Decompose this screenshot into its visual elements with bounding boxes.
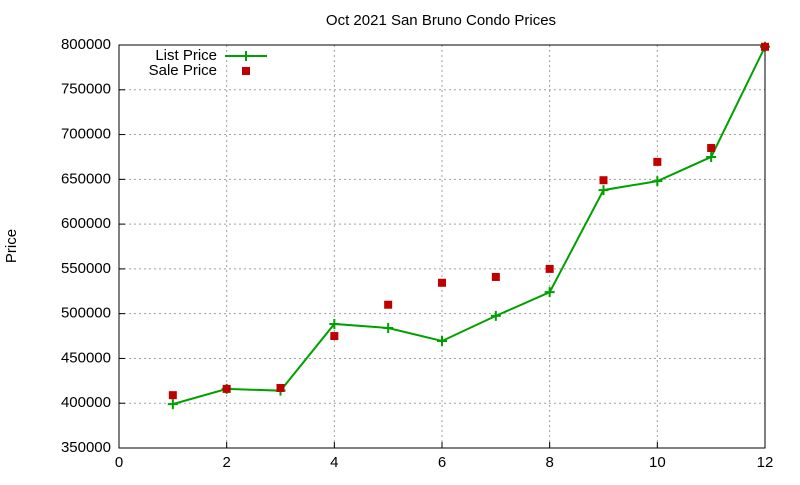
x-tick-label: 4 [330,454,338,471]
series-line [172,46,766,406]
point [222,384,231,393]
point [544,287,555,298]
point [545,264,554,273]
legend-swatch [241,51,251,61]
x-tick-label: 12 [757,454,774,471]
y-tick-label: 450000 [61,349,111,366]
point [706,151,717,162]
point [761,42,769,51]
x-tick-label: 0 [115,454,123,471]
point [329,318,340,329]
point [599,176,608,185]
plot-border [118,44,766,449]
y-tick-label: 500000 [61,305,111,322]
y-tick-label: 700000 [61,126,111,143]
point [384,300,393,309]
chart-title: Oct 2021 San Bruno Condo Prices [326,12,556,29]
y-tick-label: 350000 [61,439,111,456]
point [167,399,178,410]
point [707,143,716,152]
point [438,278,446,287]
point [276,383,285,392]
y-tick-label: 650000 [61,170,111,187]
y-tick-label: 400000 [61,394,111,411]
legend-swatch [242,67,250,75]
point [653,157,662,166]
point [437,335,447,346]
point [383,322,394,333]
y-tick-label: 800000 [61,36,111,53]
point [598,185,609,196]
y-axis-label: Price [3,229,20,263]
point [491,272,500,281]
legend-label: Sale Price [149,62,217,79]
y-tick-label: 600000 [61,215,111,232]
x-tick-label: 2 [222,454,230,471]
point [652,176,663,187]
y-tick-label: 750000 [61,81,111,98]
point [168,391,177,400]
x-tick-label: 6 [438,454,446,471]
legend-label: List Price [155,47,217,64]
y-tick-label: 550000 [61,260,111,277]
x-tick-label: 10 [649,454,666,471]
x-tick-label: 8 [545,454,553,471]
point [490,310,501,321]
point [330,332,339,341]
